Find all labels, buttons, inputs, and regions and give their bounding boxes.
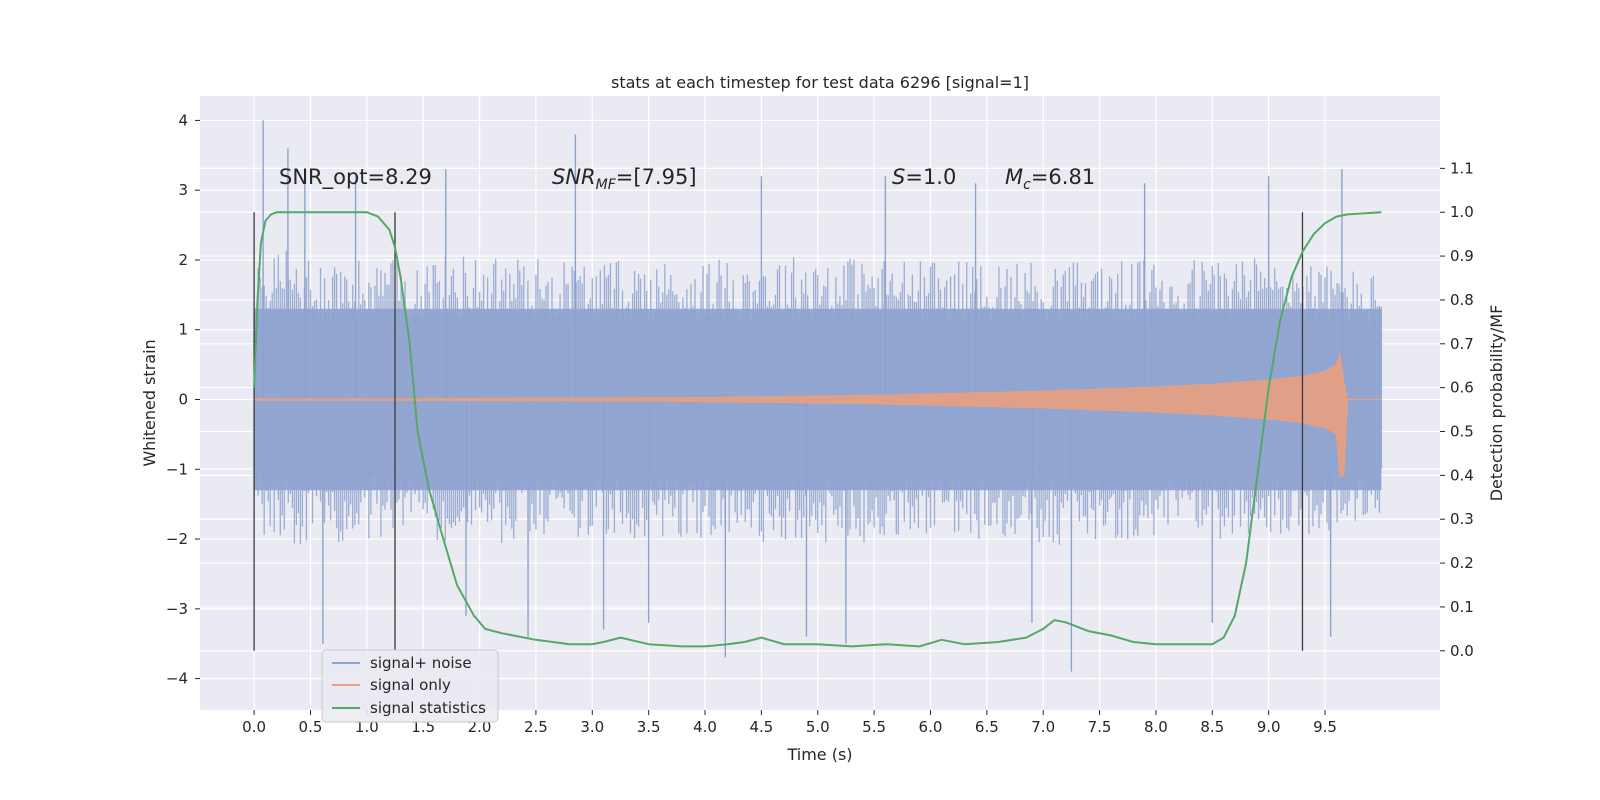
y2-tick-label: 0.2 xyxy=(1450,554,1474,572)
tick-labels: 0.0 0.5 1.0 1.5 2.0 2.5 3.0 3.5 4.0 4.5 5.0 5.5 6.0 6… xyxy=(166,111,1474,736)
annotation-snr-mf: SNRMF=[7.95] xyxy=(552,165,697,193)
x-tick-label: 0.5 xyxy=(299,718,323,736)
x-tick-label: 7.0 xyxy=(1031,718,1055,736)
y-tick-label: 0 xyxy=(178,391,188,409)
x-tick-label: 3.5 xyxy=(637,718,661,736)
y-tick-label: −1 xyxy=(166,460,188,478)
annotation-snr-mf-sub: MF xyxy=(596,177,617,193)
signal-only-trace xyxy=(253,352,1382,477)
y-axis-label: Whitened strain xyxy=(140,339,159,466)
chart-title: stats at each timestep for test data 629… xyxy=(611,73,1029,92)
x-tick-label: 5.5 xyxy=(862,718,886,736)
series-signal-statistics xyxy=(253,211,1382,648)
legend-label-signal: signal only xyxy=(370,676,451,694)
x-tick-label: 3.0 xyxy=(580,718,604,736)
y2-tick-label: 0.3 xyxy=(1450,510,1474,528)
annotation-mc-rest: =6.81 xyxy=(1031,165,1095,189)
y2-tick-label: 0.1 xyxy=(1450,598,1474,616)
x-tick-label: 8.0 xyxy=(1144,718,1168,736)
x-tick-label: 0.0 xyxy=(242,718,266,736)
y2-tick-label: 1.1 xyxy=(1450,159,1474,177)
y-tick-label: 3 xyxy=(178,181,188,199)
y2-tick-label: 0.4 xyxy=(1450,466,1474,484)
legend-box xyxy=(321,649,499,723)
x-tick-label: 9.0 xyxy=(1257,718,1281,736)
legend-label-stats: signal statistics xyxy=(370,699,486,717)
y2-tick-label: 0.5 xyxy=(1450,423,1474,441)
x-tick-label: 9.5 xyxy=(1313,718,1337,736)
annotation-mc-sub: c xyxy=(1023,177,1031,193)
x-tick-label: 4.0 xyxy=(693,718,717,736)
annotation-s: S=1.0 xyxy=(892,165,956,189)
x-tick-label: 7.5 xyxy=(1088,718,1112,736)
y2-tick-label: 0.0 xyxy=(1450,642,1474,660)
annotation-s-rest: =1.0 xyxy=(905,165,956,189)
vertical-markers xyxy=(253,212,1304,651)
y-tick-label: 2 xyxy=(178,251,188,269)
x-tick-label: 8.5 xyxy=(1200,718,1224,736)
x-tick-label: 4.5 xyxy=(749,718,773,736)
y-tick-label: 1 xyxy=(178,321,188,339)
annotation-snr-mf-base: SNR xyxy=(552,165,596,189)
x-tick-label: 5.0 xyxy=(806,718,830,736)
series-signal-only xyxy=(253,352,1382,477)
y2-tick-label: 0.9 xyxy=(1450,247,1474,265)
annotation-mc-base: M xyxy=(1005,165,1023,189)
x-tick-label: 2.5 xyxy=(524,718,548,736)
annotation-mc: Mc=6.81 xyxy=(1005,165,1095,193)
annotation-snr-opt: SNR_opt=8.29 xyxy=(279,165,432,190)
y2-tick-label: 0.6 xyxy=(1450,379,1474,397)
y-tick-label: −4 xyxy=(166,670,188,688)
y2-tick-label: 0.7 xyxy=(1450,335,1474,353)
y-tick-label: −3 xyxy=(166,600,188,618)
x-tick-label: 6.0 xyxy=(919,718,943,736)
x-axis-label: Time (s) xyxy=(786,745,852,764)
x-tick-label: 6.5 xyxy=(975,718,999,736)
y-tick-label: −2 xyxy=(166,530,188,548)
legend-label-noise: signal+ noise xyxy=(370,654,472,672)
legend: signal+ noise signal only signal statist… xyxy=(321,649,499,723)
y2-tick-label: 0.8 xyxy=(1450,291,1474,309)
annotation-snr-mf-rest: =[7.95] xyxy=(616,165,697,189)
y2-axis-label: Detection probability/MF xyxy=(1487,305,1506,502)
statistics-line xyxy=(253,211,1382,648)
annotation-s-var: S xyxy=(892,165,905,189)
y2-tick-label: 1.0 xyxy=(1450,203,1474,221)
y-tick-label: 4 xyxy=(178,111,188,129)
